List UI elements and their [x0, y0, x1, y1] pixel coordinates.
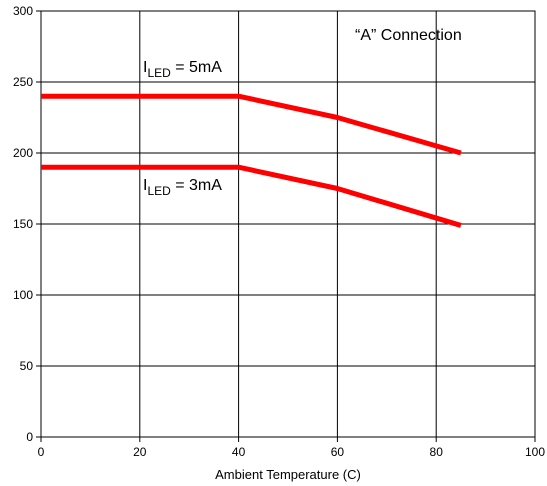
annotation-5ma-sub: LED — [147, 66, 171, 80]
annotation-connection: “A” Connection — [355, 27, 462, 44]
x-tick-label: 0 — [38, 445, 45, 459]
y-tick-label: 200 — [13, 146, 33, 160]
y-tick-label: 250 — [13, 75, 33, 89]
y-tick-label: 150 — [13, 217, 33, 231]
x-tick-label: 60 — [331, 445, 345, 459]
y-tick-label: 100 — [13, 288, 33, 302]
annotation-3ma-sub: LED — [147, 184, 171, 198]
x-tick-label: 100 — [525, 445, 545, 459]
annotation-5ma: ILED = 5mA — [143, 59, 222, 80]
series-lines — [41, 93, 462, 228]
y-tick-label: 0 — [26, 430, 33, 444]
annotation-3ma-rest: = 3mA — [171, 177, 222, 194]
y-tick-label: 50 — [20, 359, 34, 373]
tick-labels: 0 20 40 60 80 100 0 50 100 150 200 250 300 — [13, 4, 545, 459]
y-tick-label: 300 — [13, 4, 33, 18]
annotation-3ma: ILED = 3mA — [143, 177, 222, 198]
tick-marks — [36, 10, 536, 442]
annotation-5ma-main: I — [143, 59, 147, 76]
x-tick-label: 20 — [133, 445, 147, 459]
series-line-3ma — [41, 164, 462, 228]
annotation-5ma-rest: = 5mA — [171, 59, 222, 76]
series-line-5ma — [41, 93, 462, 156]
x-axis-title: Ambient Temperature (C) — [215, 467, 361, 482]
grid — [40, 10, 536, 438]
x-tick-label: 40 — [232, 445, 246, 459]
x-tick-label: 80 — [430, 445, 444, 459]
annotation-3ma-main: I — [143, 177, 147, 194]
